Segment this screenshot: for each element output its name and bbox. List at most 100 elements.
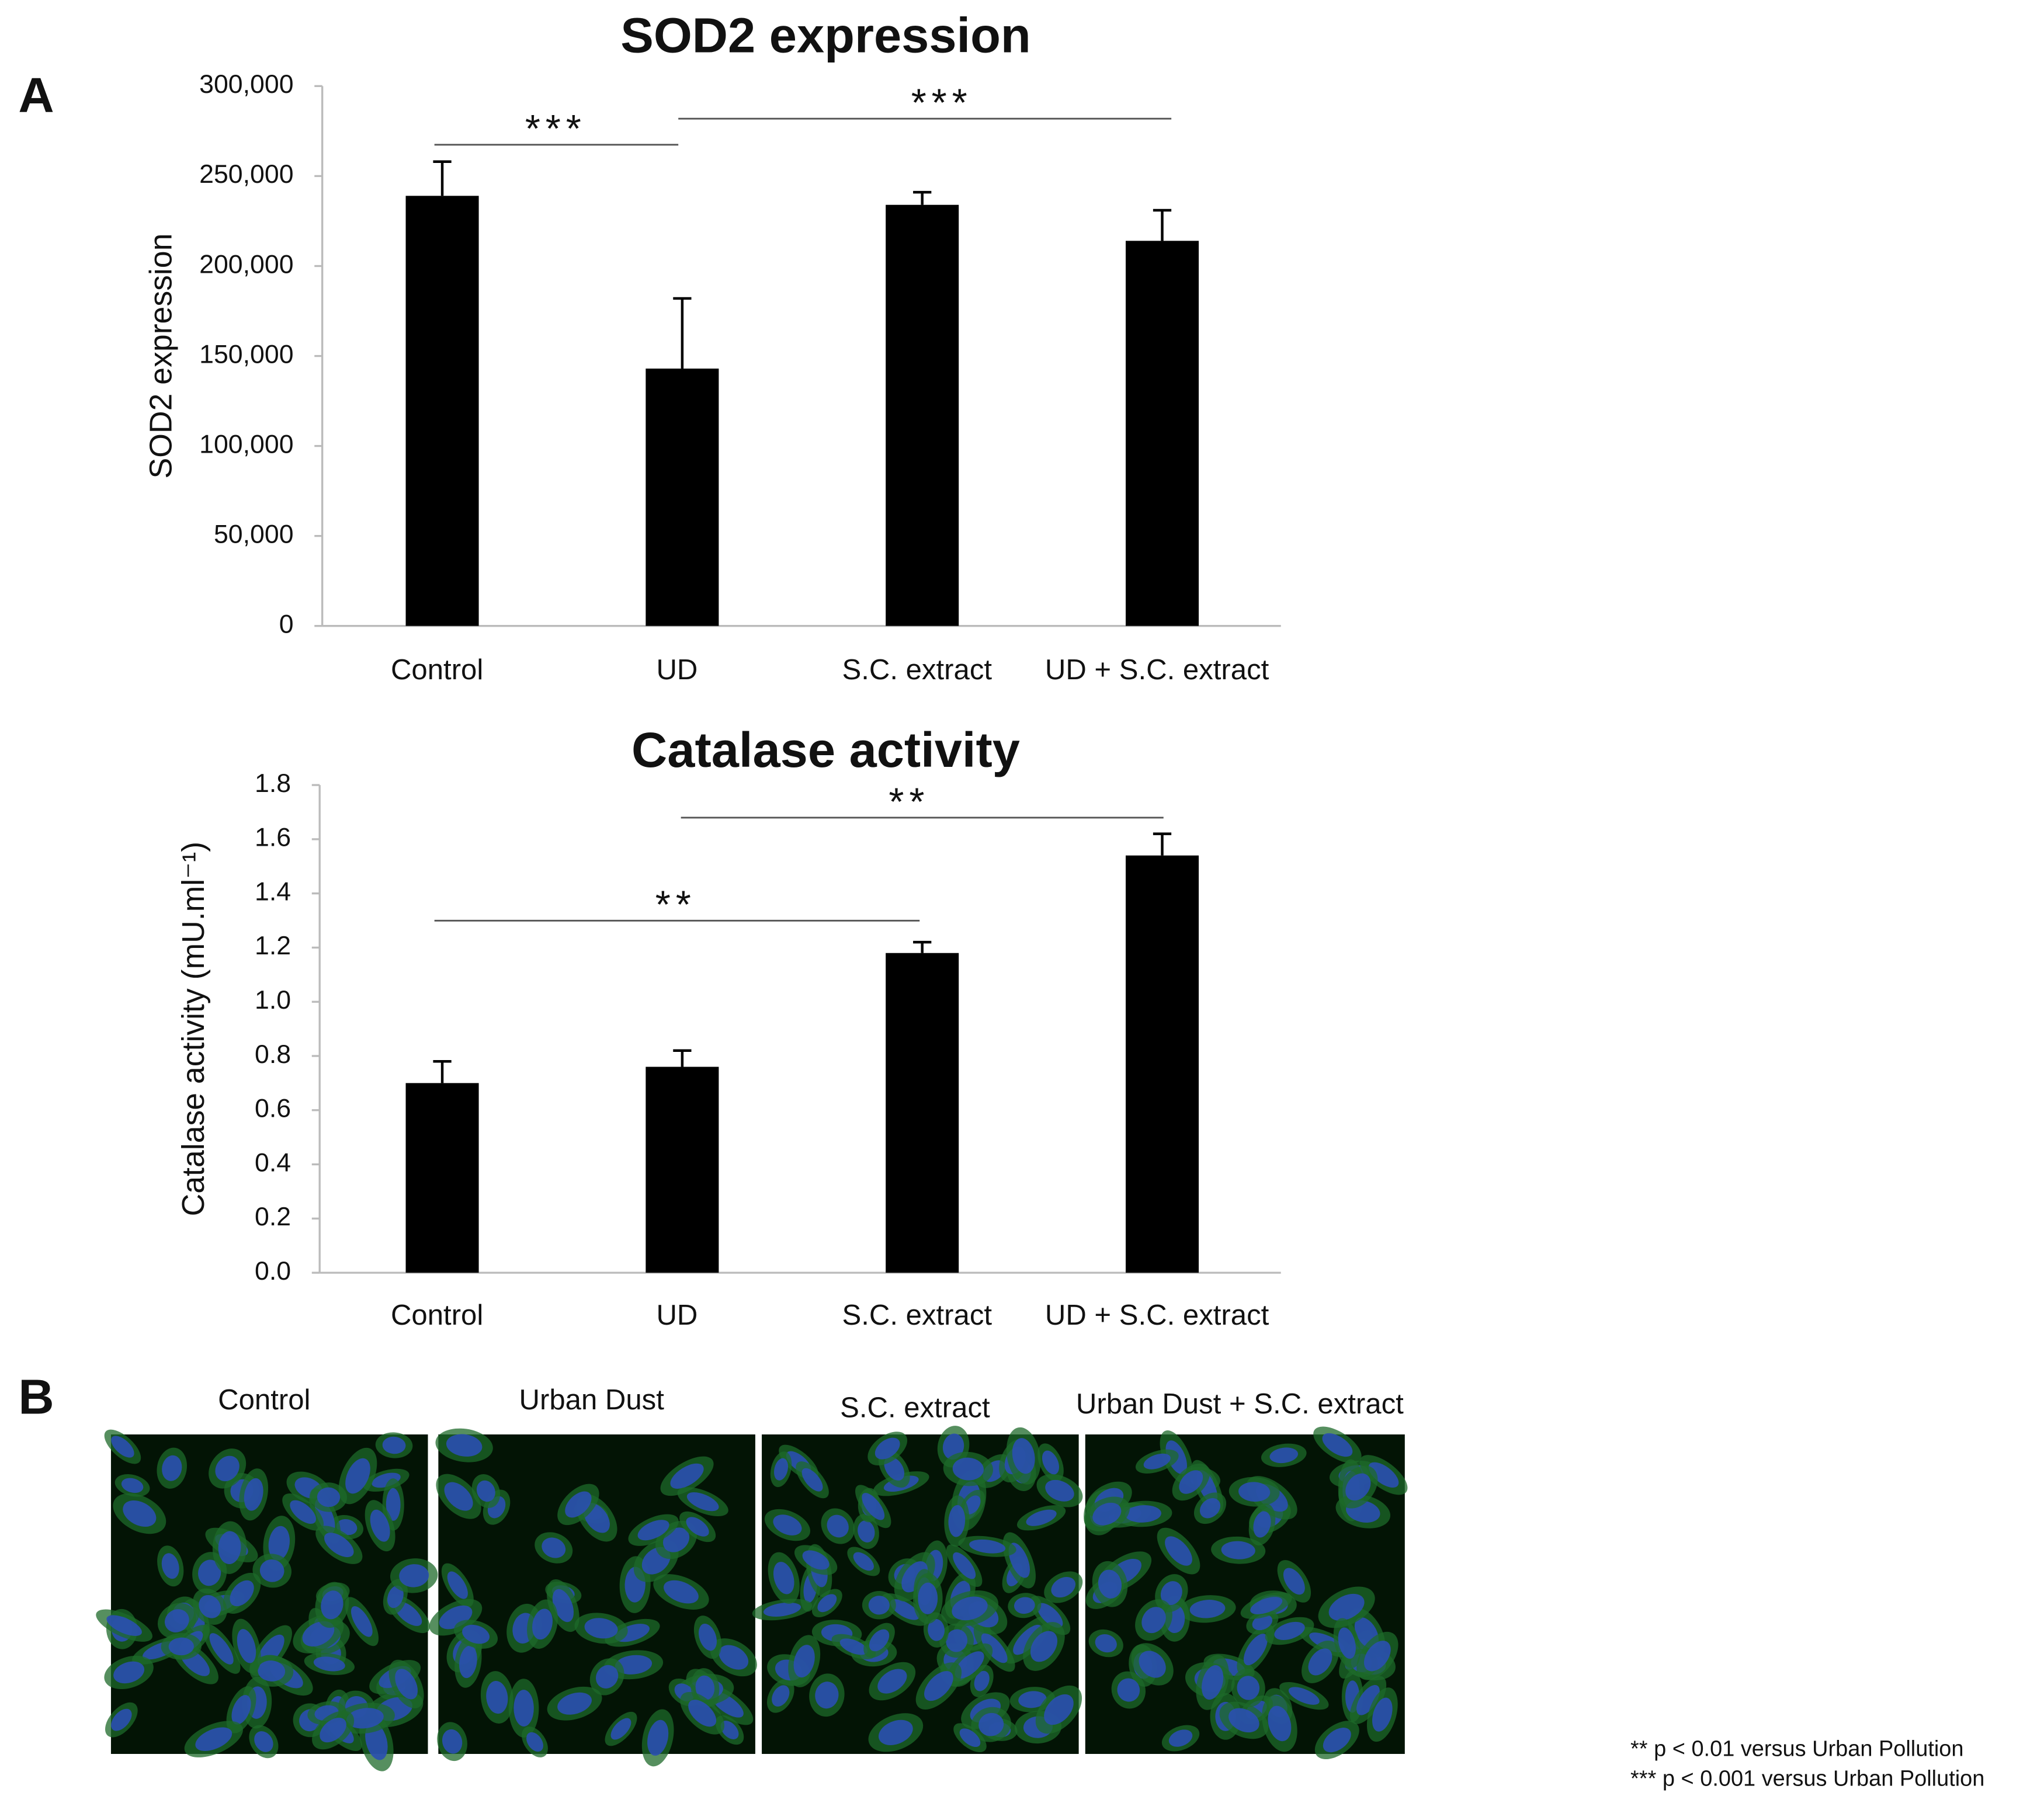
- cell-nucleus: [1288, 1687, 1320, 1705]
- cell-nucleus: [1179, 1470, 1203, 1494]
- significance-label: **: [889, 780, 929, 824]
- y-tick-label: 250,000: [199, 160, 293, 189]
- cell-nucleus: [313, 1656, 345, 1672]
- error-bar: [673, 297, 692, 369]
- cell-nucleus: [719, 1645, 749, 1670]
- y-tick-label: 0.8: [255, 1040, 291, 1069]
- cell-nucleus: [878, 1719, 913, 1745]
- cell-nucleus: [686, 1492, 719, 1512]
- x-tick-label: S.C. extract: [842, 654, 992, 686]
- y-axis-label: Catalase activity (mU.ml⁻¹): [176, 842, 211, 1217]
- y-tick-label: 100,000: [199, 430, 293, 458]
- y-tick-label: 1.2: [255, 932, 291, 960]
- cell-nucleus: [1368, 1462, 1399, 1488]
- cell-nucleus: [542, 1537, 566, 1558]
- cell-nucleus: [1026, 1509, 1057, 1526]
- cell-nucleus: [121, 1478, 144, 1493]
- cell-nucleus: [345, 1458, 370, 1494]
- cell-nucleus: [918, 1582, 938, 1614]
- image-label: Control: [218, 1384, 310, 1416]
- x-tick-label: Control: [391, 654, 483, 686]
- cell-nucleus: [476, 1480, 495, 1502]
- error-bar: [433, 1060, 452, 1083]
- cell-nucleus: [552, 1589, 574, 1623]
- cell-nucleus: [948, 1505, 966, 1537]
- cell-nucleus: [209, 1633, 234, 1665]
- cell-nucleus: [1160, 1581, 1182, 1606]
- bar: [405, 196, 479, 626]
- y-tick-label: 1.4: [255, 877, 291, 906]
- cell-nucleus: [637, 1520, 669, 1541]
- error-bar: [913, 190, 932, 205]
- cell-nucleus: [802, 1550, 830, 1570]
- error-bar: [1153, 832, 1172, 856]
- image-label: S.C. extract: [840, 1392, 990, 1424]
- cell-nucleus: [928, 1618, 945, 1641]
- cell-nucleus: [442, 1729, 463, 1754]
- cell-nucleus: [1199, 1498, 1221, 1519]
- x-tick-label: S.C. extract: [842, 1300, 992, 1331]
- cell-nucleus: [686, 1517, 709, 1537]
- cell-nucleus: [565, 1491, 592, 1518]
- cell-nucleus: [230, 1580, 254, 1607]
- bar: [1126, 241, 1199, 626]
- cell-nucleus: [346, 1708, 384, 1729]
- cell-nucleus: [168, 1637, 194, 1656]
- cell-nucleus: [258, 1660, 286, 1682]
- micrograph: [752, 1426, 1083, 1754]
- cell-nucleus: [1363, 1641, 1391, 1672]
- cell-nucleus: [215, 1455, 240, 1482]
- cell-nucleus: [446, 1434, 483, 1457]
- cell-nucleus: [1356, 1684, 1380, 1715]
- cell-nucleus: [1095, 1634, 1117, 1653]
- x-tick-label: UD: [656, 1300, 697, 1331]
- x-tick-label: UD + S.C. extract: [1045, 654, 1269, 686]
- cell-nucleus: [596, 1665, 619, 1689]
- cell-nucleus: [974, 1670, 990, 1691]
- cell-nucleus: [615, 1655, 653, 1674]
- cell-nucleus: [969, 1539, 1006, 1554]
- cell-nucleus: [231, 1695, 251, 1725]
- cell-nucleus: [853, 1552, 874, 1571]
- error-bar: [1153, 209, 1172, 241]
- cell-nucleus: [1323, 1728, 1351, 1753]
- cell-nucleus: [320, 1718, 346, 1743]
- cell-nucleus: [862, 1493, 885, 1520]
- cell-nucleus: [827, 1514, 849, 1538]
- micrograph: [429, 1428, 757, 1767]
- cell-nucleus: [395, 1669, 418, 1700]
- cell-nucleus: [763, 1602, 801, 1617]
- cell-nucleus: [670, 1463, 704, 1489]
- cell-nucleus: [557, 1692, 592, 1715]
- cell-nucleus: [1018, 1691, 1047, 1708]
- cell-nucleus: [1125, 1505, 1161, 1523]
- micrograph: [1084, 1426, 1408, 1760]
- cell-nucleus: [1372, 1697, 1393, 1732]
- cell-nucleus: [526, 1732, 543, 1752]
- cell-nucleus: [1098, 1569, 1122, 1599]
- bar: [886, 204, 959, 626]
- y-tick-label: 0.2: [255, 1203, 291, 1231]
- cell-nucleus: [462, 1624, 490, 1644]
- cell-nucleus: [162, 1455, 182, 1481]
- cell-nucleus: [773, 1562, 794, 1594]
- cell-nucleus: [1322, 1433, 1353, 1457]
- cell-nucleus: [1274, 1621, 1305, 1641]
- cell-nucleus: [817, 1594, 837, 1613]
- bar: [646, 1066, 719, 1273]
- cell-nucleus: [1139, 1651, 1166, 1678]
- cell-nucleus: [321, 1590, 343, 1620]
- cell-nucleus: [1268, 1705, 1292, 1742]
- footnote: ** p < 0.01 versus Urban Pollution: [1630, 1736, 1963, 1761]
- cell-nucleus: [198, 1559, 221, 1586]
- cell-nucleus: [324, 1533, 354, 1558]
- cell-nucleus: [382, 1436, 406, 1454]
- cell-nucleus: [1014, 1597, 1035, 1614]
- cell-nucleus: [868, 1596, 890, 1615]
- cell-nucleus: [459, 1645, 477, 1679]
- cell-nucleus: [1051, 1576, 1076, 1598]
- cell-nucleus: [386, 1488, 401, 1521]
- bar: [646, 369, 719, 626]
- cell-nucleus: [773, 1458, 789, 1481]
